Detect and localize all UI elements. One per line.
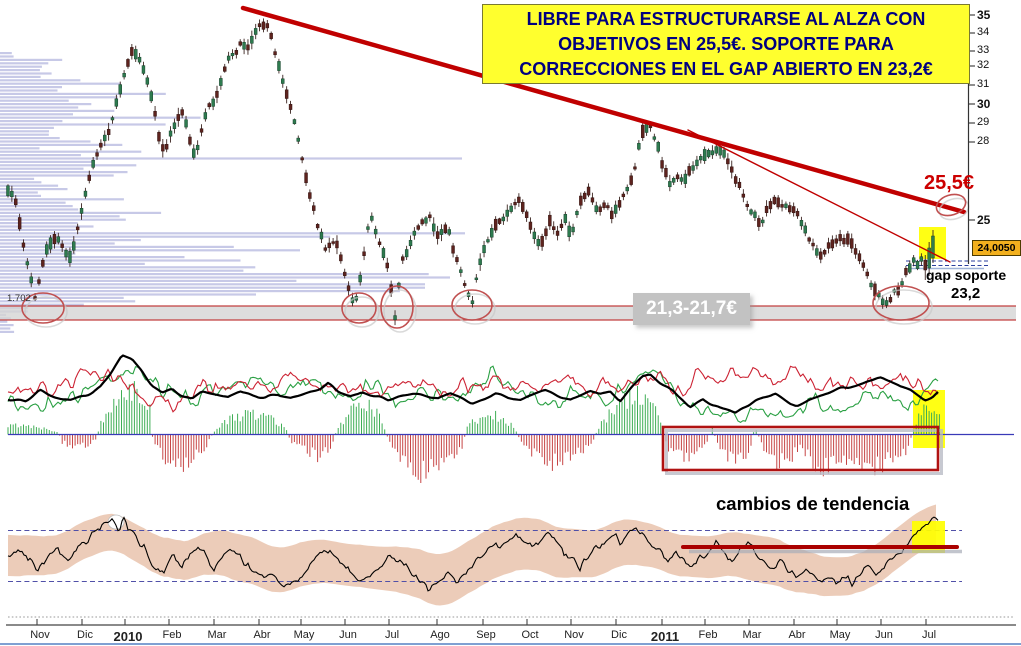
time-axis-label: Nov: [564, 629, 584, 641]
support-zone-band: [0, 305, 1016, 321]
price-axis-label: 31: [977, 78, 990, 90]
time-axis-label: 2010: [113, 629, 143, 644]
time-axis-label: May: [829, 629, 851, 641]
time-axis-label: Dic: [611, 629, 627, 641]
price-axis-label: 25: [977, 213, 991, 227]
oscillator-panel: [7, 354, 1014, 483]
support-zone-label: 21,3-21,7€: [633, 293, 750, 325]
gap-support-label: gap soporte: [926, 267, 1007, 283]
histogram-annotation-rect: [661, 425, 940, 472]
trendlines: [240, 5, 967, 263]
time-axis-label: Abr: [253, 629, 271, 641]
footer-separator: [0, 643, 1021, 645]
price-axis-label: 30: [977, 97, 991, 111]
annotation-note-line2: OBJETIVOS EN 25,5€. SOPORTE PARA: [558, 33, 894, 54]
time-axis-label: Oct: [521, 629, 539, 641]
price-axis-label: 32: [977, 59, 990, 71]
price-axis-label: 34: [977, 26, 990, 38]
time-axis-label: Mar: [742, 629, 762, 641]
secondary-downtrend: [687, 129, 951, 263]
price-axis-label: 35: [977, 8, 991, 22]
time-axis-label: Feb: [698, 629, 718, 641]
time-axis-label: 2011: [650, 629, 680, 644]
candlesticks: [6, 18, 935, 326]
annotation-note: LIBRE PARA ESTRUCTURARSE AL ALZA CON OBJ…: [482, 4, 970, 84]
time-axis-label: Abr: [788, 629, 806, 641]
volume-profile: [0, 52, 465, 333]
price-axis-label: 33: [977, 44, 990, 56]
primary-downtrend: [240, 5, 967, 215]
time-axis-label: Jul: [384, 629, 400, 641]
time-axis-label: May: [293, 629, 315, 641]
price-axis-label: 28: [977, 135, 990, 147]
annotation-note-line3: CORRECCIONES EN EL GAP ABIERTO EN 23,2€: [519, 58, 933, 79]
time-axis: [6, 619, 1016, 626]
envelope-band: [8, 504, 936, 606]
trend-panel: [7, 504, 1014, 618]
time-axis-label: Jun: [875, 629, 893, 641]
time-axis-label: Mar: [207, 629, 227, 641]
time-axis-label: Jun: [339, 629, 357, 641]
price-axis-label: 29: [977, 116, 990, 128]
time-axis-label: Dic: [77, 629, 93, 641]
time-axis-label: Ago: [430, 629, 450, 641]
volume-low-label: 1.702: [7, 293, 31, 304]
time-axis-label: Feb: [162, 629, 182, 641]
trend-change-label: cambios de tendencia: [716, 493, 910, 514]
time-axis-label: Jul: [921, 629, 937, 641]
target-price-label: 25,5€: [924, 172, 975, 194]
annotation-note-line1: LIBRE PARA ESTRUCTURARSE AL ALZA CON: [526, 8, 926, 29]
gap-level-value: 23,2: [951, 285, 981, 302]
time-axis-label: Nov: [30, 629, 50, 641]
time-axis-label: Sep: [476, 629, 496, 641]
last-price-tag: 24,0050: [972, 240, 1021, 256]
ellipse-annotations: [21, 193, 970, 333]
